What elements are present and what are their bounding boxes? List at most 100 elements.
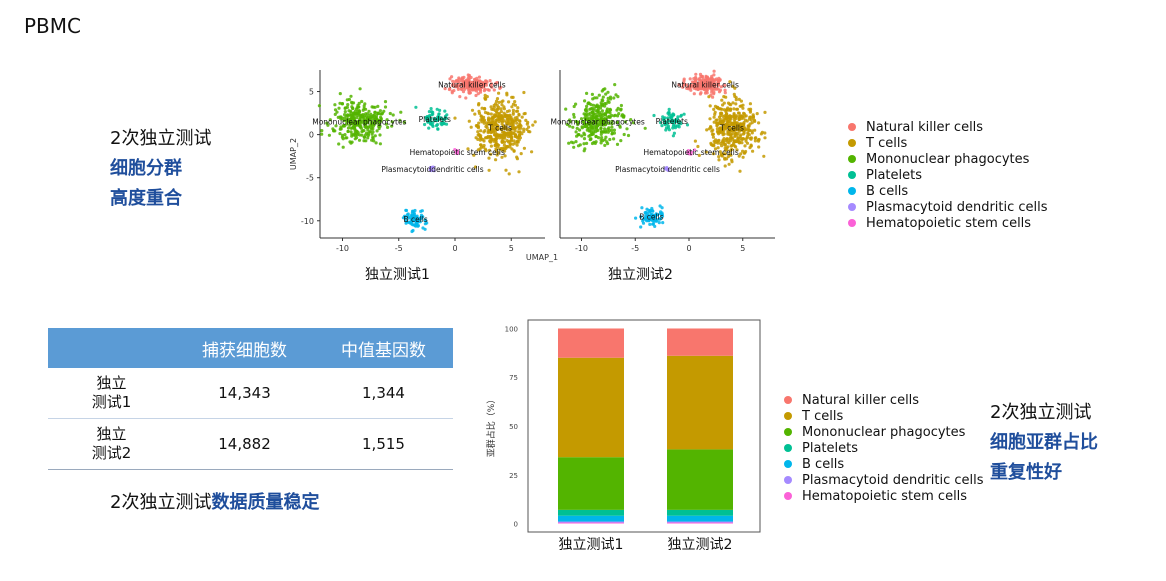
umap-point — [584, 112, 588, 116]
umap-point — [571, 125, 575, 129]
stats-table: 捕获细胞数 中值基因数 独立 测试1 14,343 1,344 独立 测试2 1… — [48, 328, 453, 470]
umap-point — [451, 79, 455, 83]
umap-point — [448, 77, 452, 81]
umap-point — [421, 226, 425, 230]
umap-point — [423, 222, 427, 226]
umap-point — [747, 133, 751, 137]
umap-point — [574, 140, 578, 144]
umap-point — [679, 114, 683, 118]
umap-cluster-points — [693, 80, 767, 173]
umap-point — [612, 137, 616, 141]
bar-x-tick-label: 独立测试2 — [668, 537, 733, 553]
legend-swatch — [848, 219, 856, 227]
bar-segment — [667, 449, 733, 510]
umap-point — [515, 143, 519, 147]
legend-label: Mononuclear phagocytes — [802, 424, 966, 440]
umap-point — [658, 217, 663, 221]
umap-point — [718, 150, 722, 154]
umap-point — [490, 85, 494, 89]
umap-point — [505, 91, 509, 95]
umap-point — [715, 87, 719, 91]
legend-swatch — [784, 412, 792, 420]
umap-cluster-points — [652, 107, 690, 138]
umap-point — [500, 103, 504, 107]
umap-cluster-label: Plasmacytoid dendritic cells — [615, 165, 720, 174]
legend-item: Natural killer cells — [848, 119, 1048, 135]
umap-cluster-label: B cells — [403, 215, 427, 224]
umap-point — [613, 113, 617, 117]
umap-y-tick-label: 0 — [309, 131, 314, 140]
umap-point — [639, 215, 643, 219]
umap-point — [404, 220, 408, 224]
umap-point — [713, 83, 717, 87]
umap-point — [591, 97, 595, 101]
umap-point — [757, 145, 761, 149]
umap-point — [484, 83, 488, 87]
umap-point — [603, 138, 607, 142]
umap-x-tick-label: -5 — [395, 244, 403, 253]
umap-point — [749, 143, 753, 147]
umap-point — [730, 121, 734, 125]
umap-point — [596, 117, 600, 121]
umap-point — [603, 127, 607, 131]
umap-point — [511, 142, 515, 146]
umap-point — [533, 120, 537, 124]
umap-cluster-label: Mononuclear phagocytes — [312, 118, 406, 127]
umap-point — [472, 84, 476, 88]
umap-point — [522, 127, 526, 131]
umap-point — [593, 124, 598, 128]
umap-point — [510, 119, 514, 123]
umap-point — [317, 104, 321, 108]
umap-point — [511, 111, 515, 115]
umap-point — [598, 106, 603, 110]
umap-point — [453, 148, 457, 152]
umap-point — [517, 170, 521, 174]
umap-point — [730, 126, 734, 130]
umap-point — [496, 151, 500, 155]
umap-cluster-label: Natural killer cells — [671, 81, 739, 90]
umap-point — [648, 209, 653, 213]
umap-point — [385, 118, 389, 122]
umap-point — [576, 133, 580, 137]
cells-captured-value: 14,882 — [175, 418, 314, 470]
umap-point — [470, 108, 475, 112]
bar-segment — [558, 357, 624, 458]
umap-point — [507, 140, 511, 144]
umap-point — [505, 131, 509, 135]
umap-point — [478, 135, 482, 140]
umap-point — [658, 204, 662, 208]
legend-label: T cells — [866, 135, 908, 151]
umap-point — [432, 169, 436, 173]
umap-point — [377, 119, 381, 123]
umap-point — [362, 122, 366, 126]
cells-captured-value: 14,343 — [175, 368, 314, 419]
umap-point — [348, 113, 352, 117]
umap-point — [619, 108, 623, 112]
umap-point — [723, 157, 727, 161]
umap-point — [602, 120, 606, 124]
umap-point — [709, 86, 713, 90]
umap-point — [719, 85, 723, 89]
umap-point — [608, 95, 613, 99]
umap-point — [345, 136, 349, 140]
umap-point — [497, 91, 501, 95]
umap-point — [689, 150, 693, 154]
umap-point — [430, 123, 435, 127]
umap-point — [417, 217, 421, 221]
umap-point — [416, 220, 420, 224]
bar-y-tick-label: 100 — [505, 325, 518, 333]
umap-point — [472, 87, 476, 91]
umap-point — [740, 141, 744, 145]
legend-label: Mononuclear phagocytes — [866, 151, 1030, 167]
umap-point — [477, 109, 481, 113]
umap-point — [689, 85, 693, 89]
umap-point — [692, 92, 696, 96]
umap-point — [491, 116, 495, 120]
legend-swatch — [848, 187, 856, 195]
umap-x-axis-label: UMAP_1 — [526, 253, 558, 262]
umap-point — [455, 150, 459, 154]
umap-point — [362, 106, 366, 110]
umap-point — [483, 97, 487, 101]
umap-point — [589, 114, 593, 118]
umap-point — [357, 101, 361, 105]
